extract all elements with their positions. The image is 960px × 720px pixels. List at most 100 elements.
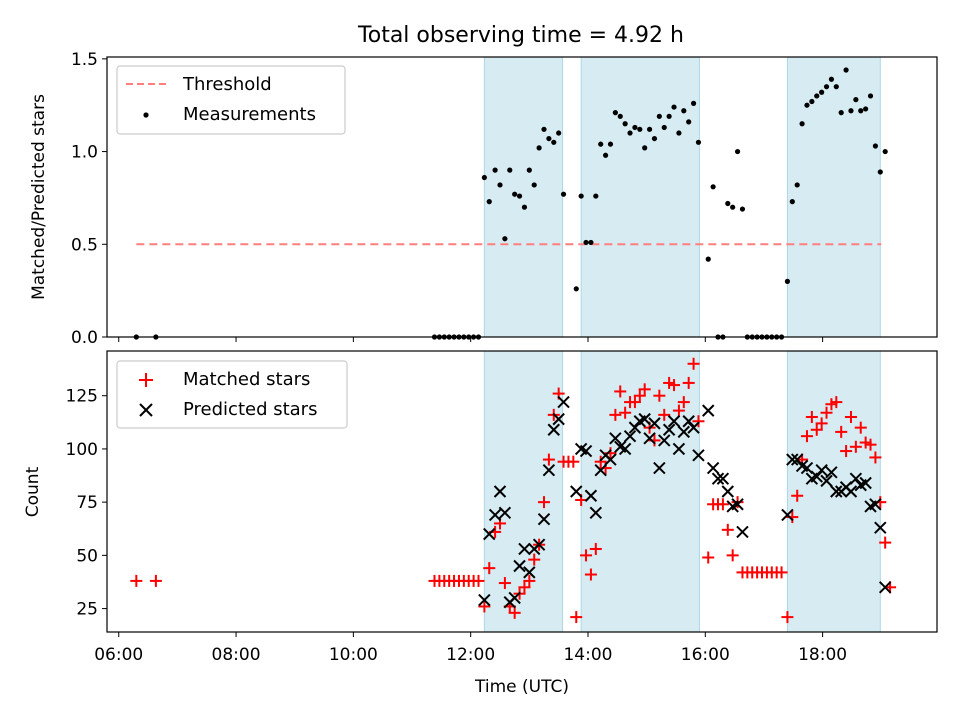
predicted-star-point	[731, 498, 744, 511]
bottom-shaded-intervals	[483, 350, 881, 633]
measurement-point	[710, 184, 716, 190]
bottom-ytick-label: 100	[66, 440, 98, 460]
xtick-label: 12:00	[446, 645, 495, 665]
legend-predicted-swatch	[139, 403, 153, 417]
matched-star-point	[483, 562, 496, 575]
measurement-point	[695, 139, 702, 145]
measurement-point	[734, 148, 741, 155]
measurement-point	[632, 124, 638, 131]
figure-title: Total observing time = 4.92 h	[357, 23, 684, 48]
matched-star-point	[668, 379, 681, 392]
matched-star-point	[726, 549, 739, 562]
measurement-point	[739, 206, 746, 212]
measurement-point	[858, 108, 864, 114]
matched-star-point	[638, 383, 651, 396]
legend-threshold-label: Threshold	[182, 74, 272, 95]
matched-star-point	[498, 577, 511, 590]
predicted-star-point	[643, 432, 656, 445]
measurement-point	[546, 135, 552, 142]
matched-star-point	[721, 523, 734, 536]
measurement-point	[656, 113, 662, 119]
measurement-point	[481, 174, 487, 181]
measurement-point	[531, 182, 537, 188]
measurement-point	[588, 239, 594, 246]
matched-star-point	[130, 574, 143, 587]
measurement-point	[794, 182, 800, 188]
predicted-star-point	[604, 453, 617, 466]
predicted-star-point	[706, 461, 720, 475]
measurement-point	[819, 89, 825, 95]
matched-star-point	[570, 611, 583, 624]
matched-star-point	[830, 396, 843, 409]
predicted-star-point	[781, 508, 794, 522]
measurement-point	[690, 100, 697, 106]
predicted-star-point	[672, 442, 686, 456]
measurement-point	[607, 141, 614, 147]
measurement-point	[560, 191, 567, 197]
matched-star-point	[580, 549, 593, 562]
measurement-point	[828, 76, 835, 82]
matched-star-point	[791, 489, 804, 502]
measurement-point	[637, 126, 643, 132]
measurement-point	[646, 126, 653, 132]
predicted-star-point	[869, 498, 882, 511]
measurement-point	[598, 141, 604, 147]
measurement-point	[838, 110, 844, 116]
measurement-point	[809, 98, 815, 105]
measurement-point	[799, 121, 805, 127]
matched-star-point	[672, 404, 685, 417]
measurement-point	[833, 84, 839, 90]
measurement-point	[526, 167, 532, 173]
predicted-star-point	[815, 464, 828, 477]
matched-star-point	[692, 415, 705, 428]
matched-star-point	[567, 455, 580, 468]
measurement-point	[617, 113, 623, 119]
predicted-star-point	[716, 472, 730, 485]
legend-matched-swatch	[139, 373, 153, 387]
measurement-point	[627, 130, 633, 136]
shaded-interval-3	[786, 350, 881, 633]
measurement-point	[730, 204, 736, 210]
predicted-star-point	[552, 412, 565, 426]
measurement-point	[536, 145, 542, 151]
matched-star-point	[702, 551, 715, 564]
measurement-point	[681, 108, 687, 114]
predicted-star-point	[859, 476, 872, 490]
bottom-ytick-label: 50	[76, 546, 98, 566]
matched-star-point	[149, 574, 162, 587]
legend-measurements-label: Measurements	[183, 104, 316, 125]
shaded-interval-1	[483, 56, 564, 338]
top-ytick-label: 1.0	[71, 143, 98, 163]
xtick-label: 08:00	[212, 645, 261, 665]
measurement-point	[784, 278, 791, 284]
predicted-star-point	[584, 489, 598, 502]
xtick-label: 14:00	[563, 645, 612, 665]
matched-star-point	[820, 406, 833, 419]
matched-star-point	[619, 406, 632, 419]
predicted-star-point	[825, 466, 838, 479]
measurement-point	[789, 199, 795, 205]
measurement-point	[556, 130, 562, 136]
matched-star-point	[815, 417, 828, 430]
measurement-point	[612, 110, 618, 116]
predicted-star-point	[589, 506, 603, 519]
predicted-star-point	[493, 485, 507, 498]
measurement-point	[551, 139, 557, 145]
measurement-point	[725, 200, 731, 207]
bottom-axes-frame	[106, 350, 938, 633]
predicted-star-point	[677, 425, 691, 439]
matched-star-point	[472, 574, 485, 587]
measurement-point	[651, 135, 658, 142]
predicted-star-point	[638, 412, 651, 426]
measurement-point	[521, 204, 528, 210]
measurement-point	[676, 130, 682, 136]
x-axis-label: Time (UTC)	[474, 677, 569, 697]
measurement-point	[622, 121, 628, 127]
predicted-star-point	[653, 461, 666, 475]
measurement-point	[666, 113, 672, 119]
matched-star-point	[542, 453, 555, 466]
measurement-point	[486, 199, 492, 205]
measurement-point	[705, 256, 711, 262]
matched-star-point	[781, 611, 794, 624]
measurement-point	[877, 169, 883, 175]
